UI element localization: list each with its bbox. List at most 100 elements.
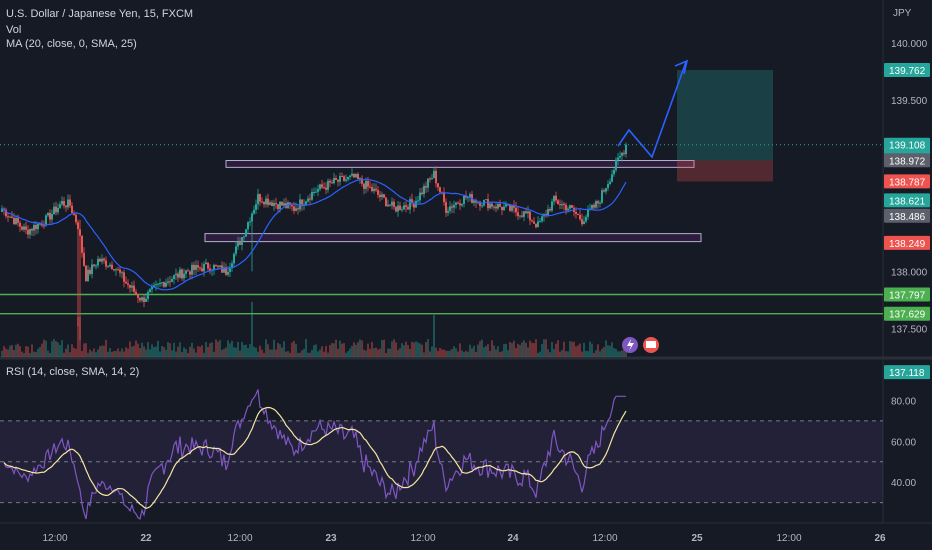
time-tick-label: 12:00 [42,533,67,544]
volume-bar [77,317,79,357]
candle [397,201,399,217]
candle-body [367,181,369,187]
candle-body [167,281,169,283]
volume-bar [131,346,133,357]
candle-body [181,269,183,279]
candle [27,225,29,239]
candle [315,187,317,193]
candle-body [261,201,263,203]
volume-bar [451,349,453,357]
candle [239,237,241,246]
candle [511,204,513,213]
candle-body [43,225,45,227]
volume-bar [591,343,593,357]
volume-bar [253,346,255,357]
candle-body [579,214,581,220]
volume-bar [559,351,561,357]
candle-body [121,272,123,274]
volume-bar [141,342,143,357]
candle [255,199,257,215]
volume-bar [271,349,273,357]
candle [533,216,535,225]
candle [585,214,587,224]
candle-body [325,187,327,190]
candle [499,199,501,208]
candle-body [571,205,573,208]
candle-body [437,183,439,188]
candle-body [37,223,39,230]
candle [603,188,605,193]
candle-body [405,205,407,207]
volume-bar [93,348,95,357]
candle [459,199,461,211]
candle-body [297,208,299,210]
volume-bar [303,348,305,357]
volume-bar [37,348,39,357]
candle-body [123,272,125,282]
candle-body [583,221,585,225]
candle-body [1,208,3,213]
candle-body [585,216,587,222]
volume-bar [221,349,223,357]
candle [57,203,59,215]
candle [445,198,447,218]
volume-bar [515,348,517,357]
candle [185,269,187,279]
candle [307,195,309,203]
volume-bar [563,341,565,357]
candle-body [511,205,513,211]
candle-body [195,265,197,270]
volume-bar [227,340,229,357]
candle-body [611,174,613,182]
volume-bar [277,342,279,357]
candle [405,201,407,213]
candle-body [241,237,243,245]
volume-bar [89,349,91,357]
candle-body [447,210,449,213]
candle-body [327,180,329,190]
volume-bar [361,340,363,357]
volume-bar [571,341,573,357]
candle [611,169,613,183]
candle-body [231,263,233,268]
candle-body [227,271,229,275]
candle-body [217,265,219,267]
candle-body [133,285,135,292]
candle-body [5,209,7,217]
candle-body [235,246,237,254]
candle [167,277,169,286]
candle-body [307,198,309,202]
candle [493,204,495,211]
volume-bar [415,341,417,357]
volume-bar [333,343,335,357]
volume-bar [247,348,249,357]
candle [101,254,103,265]
candle-body [53,206,55,215]
volume-bar [177,346,179,357]
candle-body [127,283,129,285]
volume-bar [151,344,153,357]
volume-bar [263,352,265,357]
candle-body [487,199,489,209]
volume-bar [145,349,147,357]
candle [553,195,555,206]
candle-body [517,212,519,217]
volume-bar [257,351,259,357]
candle-body [169,281,171,283]
candle [541,213,543,223]
volume-bar [331,343,333,357]
candle-body [23,226,25,230]
price-badge [884,174,930,189]
time-tick-label: 12:00 [410,533,435,544]
volume-bar [329,345,331,357]
candle [157,283,159,288]
candle-body [503,206,505,211]
candle [595,199,597,210]
volume-bar [83,343,85,357]
candle [297,205,299,215]
candle [549,207,551,213]
candle-body [137,294,139,299]
volume-bar [265,339,267,357]
volume-bar [509,341,511,357]
